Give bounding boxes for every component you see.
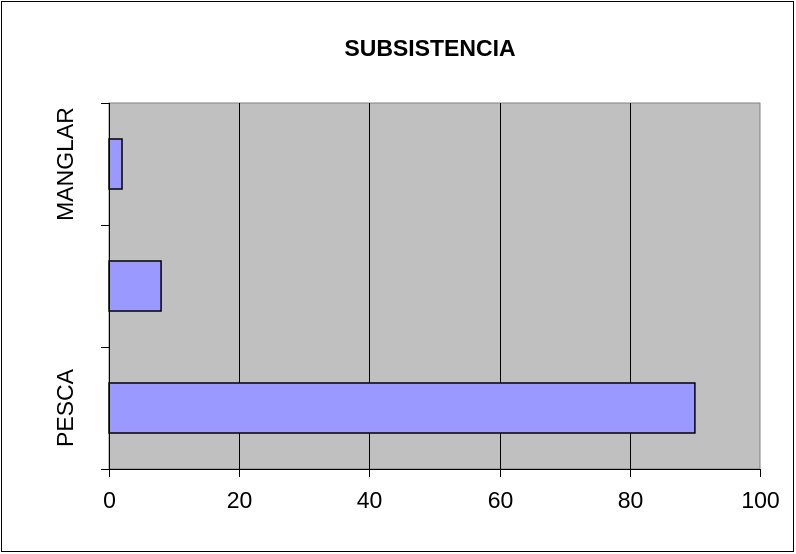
plot-area: 0 20 40 60 80 100 PESCA MANGLAR [52, 102, 780, 513]
x-tick-label: 0 [103, 487, 116, 513]
bar [108, 138, 123, 190]
bar [108, 382, 696, 434]
x-tick-label: 60 [488, 487, 514, 513]
y-category-label: PESCA [52, 368, 78, 447]
x-tick-label: 40 [357, 487, 383, 513]
bar [108, 260, 162, 312]
chart-title: SUBSISTENCIA [344, 35, 515, 61]
x-tick-label: 20 [227, 487, 253, 513]
x-tick-label: 80 [618, 487, 644, 513]
x-tick-label: 100 [741, 487, 779, 513]
y-category-label: MANGLAR [52, 107, 78, 221]
